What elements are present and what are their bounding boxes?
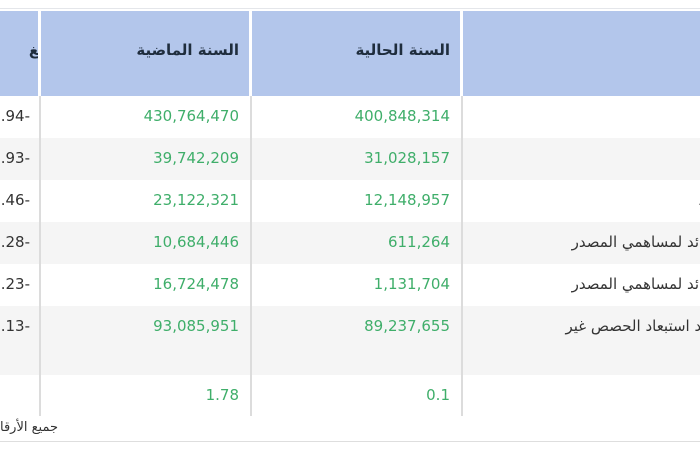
- change-cell: .13-: [0, 317, 30, 335]
- previous-year-cell: 93,085,951: [153, 317, 239, 335]
- label-cell: ـ: [463, 180, 700, 222]
- current-year-cell: 12,148,957: [364, 191, 450, 209]
- header-current-year: السنة الحالية: [252, 11, 460, 96]
- current-year-cell: 0.1: [426, 386, 450, 404]
- change-cell: .28-: [0, 233, 30, 251]
- change-cell: .93-: [0, 149, 30, 167]
- previous-year-cell: 1.78: [205, 386, 239, 404]
- label-cell: ـائد لمساهمي المصدر: [571, 233, 700, 251]
- table-row: .94- 430,764,470 400,848,314: [0, 96, 700, 138]
- header-previous-year-label: السنة الماضية: [136, 41, 239, 59]
- previous-year-cell: 10,684,446: [153, 233, 239, 251]
- column-divider: [250, 96, 252, 416]
- footer-divider: [0, 441, 700, 442]
- table-row: 1.78 0.1: [0, 375, 700, 417]
- label-cell: [463, 375, 700, 417]
- column-divider: [461, 96, 463, 416]
- label-cell: ـعد استبعاد الحصص غير: [565, 317, 700, 335]
- change-cell: .23-: [0, 275, 30, 293]
- table-row: .28- 10,684,446 611,264 ـائد لمساهمي الم…: [0, 222, 700, 264]
- table-row: .23- 16,724,478 1,131,704 ـائد لمساهمي ا…: [0, 264, 700, 306]
- change-cell: .46-: [0, 191, 30, 209]
- current-year-cell: 31,028,157: [364, 149, 450, 167]
- label-cell: [463, 138, 700, 180]
- change-cell: [0, 375, 38, 417]
- table-row: .46- 23,122,321 12,148,957 ـ: [0, 180, 700, 222]
- header-column-divider: [460, 11, 463, 96]
- column-divider: [39, 96, 41, 416]
- table-row: .93- 39,742,209 31,028,157: [0, 138, 700, 180]
- previous-year-cell: 39,742,209: [153, 149, 239, 167]
- previous-year-cell: 16,724,478: [153, 275, 239, 293]
- top-divider: [0, 8, 700, 9]
- header-change: التغ: [0, 11, 38, 96]
- header-column-divider: [249, 11, 252, 96]
- current-year-cell: 400,848,314: [354, 107, 450, 125]
- header-change-label: التغ: [28, 41, 38, 59]
- header-label: [463, 11, 700, 96]
- footer-note: جميع الأرقا: [0, 420, 59, 435]
- label-cell: [463, 96, 700, 138]
- change-cell: .94-: [0, 107, 30, 125]
- header-column-divider: [38, 11, 41, 96]
- previous-year-cell: 430,764,470: [143, 107, 239, 125]
- current-year-cell: 611,264: [387, 233, 450, 251]
- current-year-cell: 1,131,704: [373, 275, 450, 293]
- table-row: .13- 93,085,951 89,237,655 ـعد استبعاد ا…: [0, 306, 700, 375]
- label-cell: ـائد لمساهمي المصدر: [571, 275, 700, 293]
- header-current-year-label: السنة الحالية: [355, 41, 450, 59]
- previous-year-cell: 23,122,321: [153, 191, 239, 209]
- header-previous-year: السنة الماضية: [41, 11, 249, 96]
- current-year-cell: 89,237,655: [364, 317, 450, 335]
